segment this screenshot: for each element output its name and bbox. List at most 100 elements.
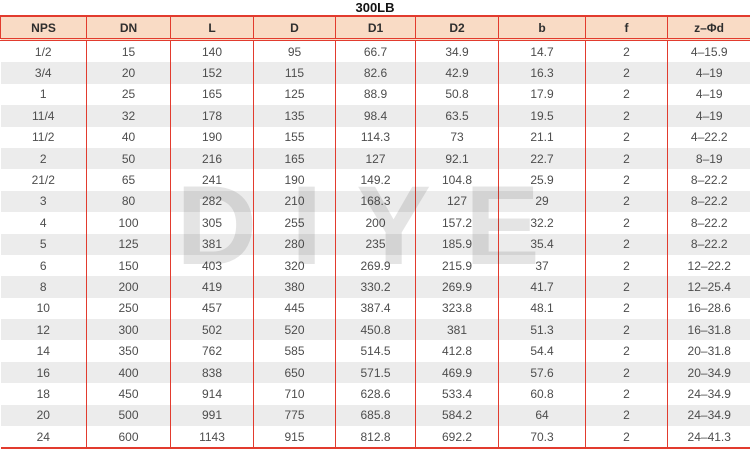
table-cell: 98.4 (335, 105, 416, 127)
table-cell: 2 (585, 169, 668, 191)
table-cell: 70.3 (498, 426, 586, 450)
table-row: 3 80 282 210 168.3 127 29 2 8–22.2 (0, 190, 750, 213)
table-cell: 32.2 (498, 212, 586, 234)
table-cell: 92.1 (415, 147, 499, 170)
table-cell: 16.3 (498, 62, 586, 84)
table-row: 8 200 419 380 330.2 269.9 41.7 2 12–25.4 (0, 276, 750, 298)
table-cell: 20 (86, 62, 171, 84)
table-cell: 15 (86, 39, 171, 63)
table-cell: 4–15.9 (667, 39, 750, 63)
table-cell: 2 (585, 39, 668, 63)
table-row: 1 25 165 125 88.9 50.8 17.9 2 4–19 (0, 83, 750, 106)
table-cell: 838 (170, 361, 254, 384)
table-cell: 168.3 (335, 190, 416, 213)
table-cell: 210 (253, 190, 336, 213)
table-cell: 25.9 (498, 169, 586, 191)
table-cell: 412.8 (415, 340, 499, 362)
table-cell: 18 (0, 383, 87, 405)
table-cell: 88.9 (335, 83, 416, 106)
table-row: 21/2 65 241 190 149.2 104.8 25.9 2 8–22.2 (0, 169, 750, 191)
table-cell: 8 (0, 276, 87, 298)
column-header: b (498, 15, 586, 41)
table-cell: 114.3 (335, 126, 416, 148)
table-cell: 3/4 (0, 62, 87, 84)
table-cell: 12–25.4 (667, 276, 750, 298)
table-cell: 135 (253, 105, 336, 127)
table-cell: 165 (253, 147, 336, 170)
table-cell: 269.9 (415, 276, 499, 298)
table-cell: 100 (86, 212, 171, 234)
table-cell: 280 (253, 233, 336, 255)
table-cell: 60.8 (498, 383, 586, 405)
table-cell: 2 (585, 254, 668, 277)
table-cell: 57.6 (498, 361, 586, 384)
table-cell: 65 (86, 169, 171, 191)
table-cell: 12 (0, 319, 87, 341)
table-cell: 571.5 (335, 361, 416, 384)
table-cell: 520 (253, 319, 336, 341)
table-cell: 155 (253, 126, 336, 148)
table-cell: 24–34.9 (667, 383, 750, 405)
header-row: NPS DN L D D1 D2 b f z–Φd (0, 15, 750, 41)
table-cell: 50.8 (415, 83, 499, 106)
column-header: D (253, 15, 336, 41)
table-cell: 80 (86, 190, 171, 213)
table-row: 18 450 914 710 628.6 533.4 60.8 2 24–34.9 (0, 383, 750, 405)
table-cell: 3 (0, 190, 87, 213)
table-cell: 21.1 (498, 126, 586, 148)
table-cell: 991 (170, 404, 254, 427)
table-cell: 29 (498, 190, 586, 213)
table-cell: 1 (0, 83, 87, 106)
table-cell: 12–22.2 (667, 254, 750, 277)
table-row: 11/2 40 190 155 114.3 73 21.1 2 4–22.2 (0, 126, 750, 148)
table-cell: 4–19 (667, 83, 750, 106)
table-cell: 5 (0, 233, 87, 255)
table-cell: 54.4 (498, 340, 586, 362)
table-cell: 16–31.8 (667, 319, 750, 341)
table-cell: 165 (170, 83, 254, 106)
table-row: 5 125 381 280 235 185.9 35.4 2 8–22.2 (0, 233, 750, 255)
table-cell: 502 (170, 319, 254, 341)
table-cell: 35.4 (498, 233, 586, 255)
table-cell: 2 (585, 190, 668, 213)
table-cell: 650 (253, 361, 336, 384)
table-cell: 11/4 (0, 105, 87, 127)
column-header: D1 (335, 15, 416, 41)
table-cell: 403 (170, 254, 254, 277)
table-cell: 762 (170, 340, 254, 362)
table-title: 300LB (355, 0, 395, 15)
table-cell: 185.9 (415, 233, 499, 255)
table-cell: 149.2 (335, 169, 416, 191)
table-cell: 14 (0, 340, 87, 362)
table-cell: 50 (86, 147, 171, 170)
table-cell: 2 (585, 426, 668, 450)
table-cell: 82.6 (335, 62, 416, 84)
table-cell: 8–22.2 (667, 169, 750, 191)
column-header: L (170, 15, 254, 41)
table-cell: 51.3 (498, 319, 586, 341)
column-header: z–Φd (667, 15, 750, 41)
table-cell: 24–41.3 (667, 426, 750, 450)
table-cell: 235 (335, 233, 416, 255)
table-cell: 255 (253, 212, 336, 234)
table-row: 1/2 15 140 95 66.7 34.9 14.7 2 4–15.9 (0, 39, 750, 63)
table-cell: 20–31.8 (667, 340, 750, 362)
table-cell: 6 (0, 254, 87, 277)
table-cell: 140 (170, 39, 254, 63)
table-cell: 4–22.2 (667, 126, 750, 148)
table-cell: 2 (585, 83, 668, 106)
table-cell: 115 (253, 62, 336, 84)
table-cell: 25 (86, 83, 171, 106)
table-cell: 710 (253, 383, 336, 405)
table-cell: 387.4 (335, 297, 416, 320)
table-cell: 381 (170, 233, 254, 255)
table-cell: 40 (86, 126, 171, 148)
table-cell: 200 (335, 212, 416, 234)
table-cell: 775 (253, 404, 336, 427)
table-row: 3/4 20 152 115 82.6 42.9 16.3 2 4–19 (0, 62, 750, 84)
table-cell: 216 (170, 147, 254, 170)
table-cell: 692.2 (415, 426, 499, 450)
table-cell: 2 (585, 276, 668, 298)
table-cell: 24–34.9 (667, 404, 750, 427)
